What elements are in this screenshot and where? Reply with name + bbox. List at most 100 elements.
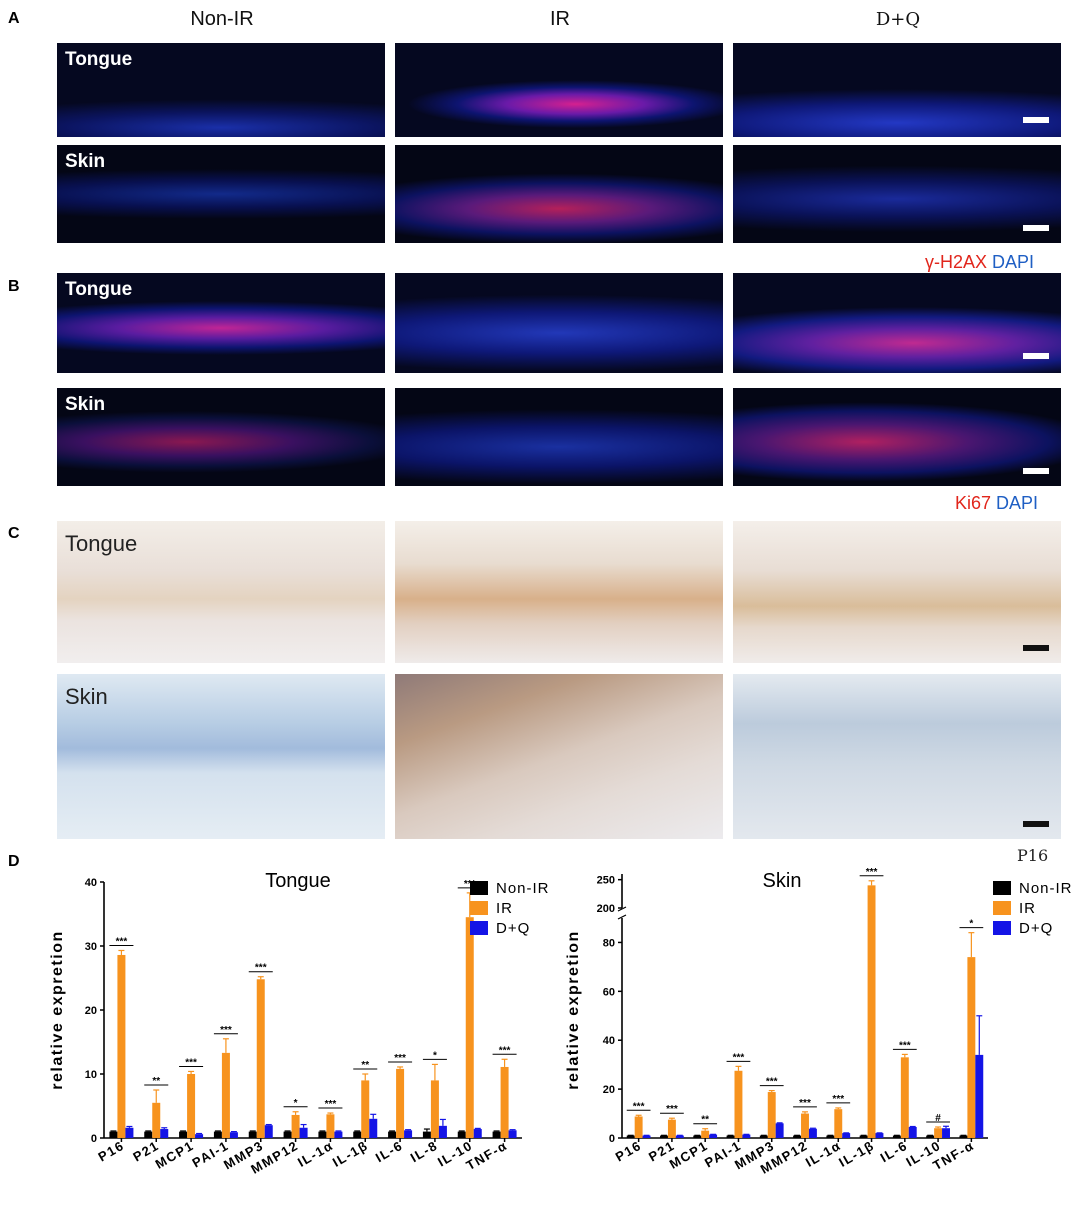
legend-label: Non-IR — [1019, 880, 1073, 897]
micrograph-c-skin-ir — [395, 674, 723, 839]
x-tick-label: P16 — [95, 1138, 126, 1165]
micrograph-a-skin-ir — [395, 145, 723, 243]
significance-label: *** — [185, 1057, 197, 1068]
bar — [900, 1057, 909, 1138]
micrograph-c-tongue-ir — [395, 521, 723, 663]
bar — [500, 1066, 509, 1138]
bar — [826, 1135, 835, 1138]
bar — [508, 1130, 517, 1138]
column-header-ir: IR — [550, 8, 570, 30]
bar — [473, 1129, 482, 1138]
legend-label: Non-IR — [496, 880, 550, 897]
micrograph-a-skin-dq — [733, 145, 1061, 243]
bar — [291, 1114, 300, 1138]
p16-label: P16 — [1017, 846, 1049, 865]
dapi-name: DAPI — [992, 252, 1035, 272]
significance-label: ** — [361, 1060, 369, 1071]
micrograph-b-tongue-ir — [395, 273, 723, 373]
bar — [361, 1080, 370, 1138]
significance-label: *** — [799, 1098, 811, 1109]
bar — [660, 1135, 668, 1138]
bar — [438, 1125, 447, 1138]
bar — [975, 1054, 984, 1138]
significance-label: *** — [255, 963, 267, 974]
bar — [369, 1118, 378, 1138]
micrograph-b-tongue-dq — [733, 273, 1061, 373]
micrograph-c-skin-non-ir: Skin — [57, 674, 385, 839]
bar — [144, 1131, 153, 1138]
bar — [109, 1131, 118, 1138]
bar — [667, 1119, 676, 1138]
bar — [926, 1135, 935, 1138]
bar — [179, 1131, 188, 1138]
bar — [492, 1131, 501, 1138]
bar — [125, 1127, 134, 1138]
micrograph-a-tongue-non-ir: Tongue — [57, 43, 385, 137]
legend-label: D+Q — [496, 920, 530, 937]
bar — [859, 1135, 868, 1138]
bar — [256, 979, 265, 1138]
bar — [117, 954, 126, 1138]
column-header-dq: D+Q — [875, 9, 921, 30]
y-tick-label: 10 — [85, 1069, 97, 1081]
significance-label: * — [294, 1098, 298, 1109]
x-tick-label: MCP1 — [153, 1138, 197, 1172]
bar — [875, 1133, 884, 1138]
significance-label: *** — [464, 879, 476, 890]
scale-bar — [1023, 645, 1049, 651]
bar — [187, 1074, 196, 1138]
micrograph-b-skin-dq — [733, 388, 1061, 486]
significance-label: * — [969, 919, 973, 930]
axis-break — [617, 914, 627, 920]
x-tick-label: MCP1 — [667, 1138, 711, 1172]
stain-legend-b: Ki67 DAPI — [955, 493, 1038, 514]
bar — [264, 1125, 273, 1138]
bar — [465, 917, 474, 1138]
y-tick-label: 0 — [609, 1133, 615, 1145]
significance-label: *** — [899, 1040, 911, 1051]
significance-label: # — [935, 1113, 941, 1124]
bar — [422, 1131, 431, 1138]
legend-label: IR — [496, 900, 513, 917]
bar — [701, 1130, 710, 1138]
bar — [834, 1109, 843, 1138]
micrograph-c-tongue-non-ir: Tongue — [57, 521, 385, 663]
x-tick-label: IL-1β — [330, 1138, 371, 1170]
bar — [388, 1131, 397, 1138]
significance-label: *** — [832, 1094, 844, 1105]
bar — [404, 1130, 413, 1138]
bar — [396, 1068, 405, 1138]
bar — [801, 1113, 809, 1138]
significance-label: *** — [733, 1052, 745, 1063]
y-tick-label: 30 — [85, 941, 97, 953]
micrograph-c-tongue-dq — [733, 521, 1061, 663]
bar — [734, 1070, 743, 1138]
y-tick-label: 20 — [85, 1005, 97, 1017]
x-tick-label: IL-1α — [295, 1138, 336, 1170]
bar — [626, 1135, 635, 1138]
significance-label: *** — [116, 936, 128, 947]
stain-legend-a: γ-H2AX DAPI — [925, 252, 1034, 273]
micrograph-b-skin-non-ir: Skin — [57, 388, 385, 486]
bar — [334, 1131, 343, 1138]
bar — [160, 1129, 169, 1138]
bar — [152, 1102, 161, 1138]
bar — [642, 1135, 651, 1138]
x-tick-label: IL-1β — [836, 1138, 877, 1170]
panel-letter-a: A — [8, 10, 20, 27]
legend-label: IR — [1019, 900, 1036, 917]
micrograph-a-skin-non-ir: Skin — [57, 145, 385, 243]
bar — [808, 1128, 817, 1138]
bar — [892, 1135, 901, 1138]
bar — [767, 1092, 776, 1138]
scale-bar — [1023, 821, 1049, 827]
bar — [248, 1131, 257, 1138]
legend-swatch — [993, 901, 1011, 915]
y-tick-label: 40 — [85, 877, 97, 889]
tissue-label-tongue: Tongue — [65, 531, 138, 556]
significance-label: *** — [325, 1099, 337, 1110]
legend-label: D+Q — [1019, 920, 1053, 937]
bar — [959, 1135, 968, 1138]
bar — [942, 1128, 950, 1138]
column-header-non-ir: Non-IR — [190, 8, 254, 30]
